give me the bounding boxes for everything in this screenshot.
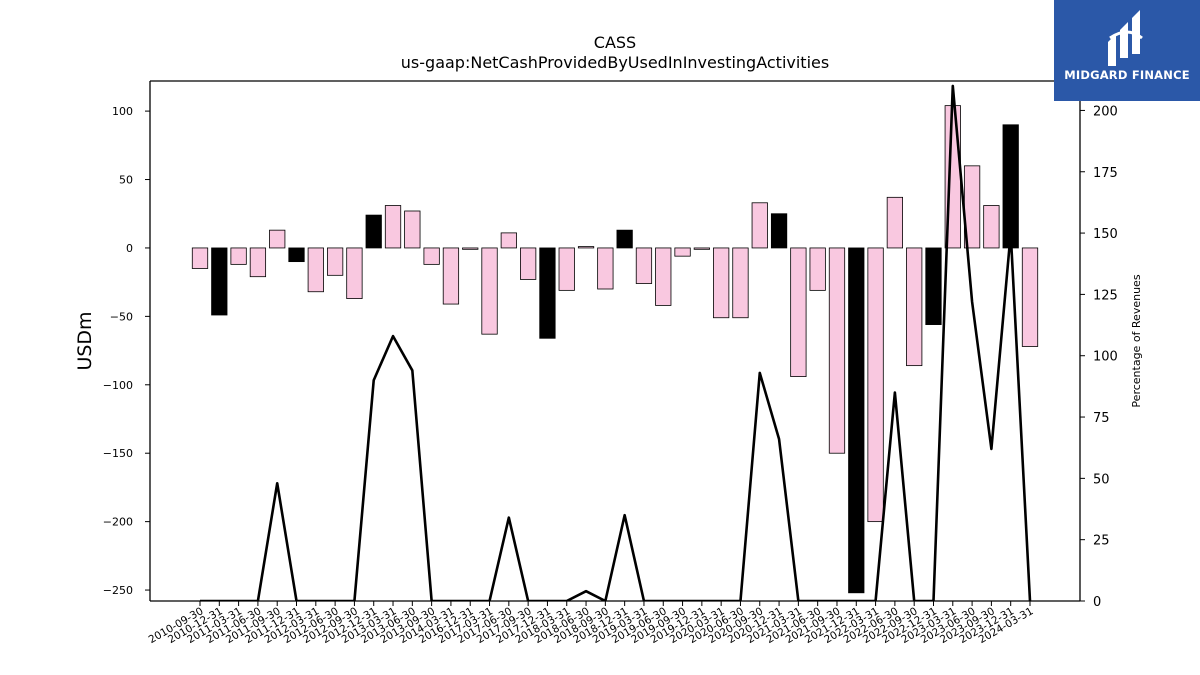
bar-2010-09-30: [191, 247, 209, 269]
bar-2018-03-31: [558, 247, 575, 291]
bar-2019-09-30: [674, 247, 691, 257]
bar-2021-09-30: [828, 247, 846, 454]
bar-2024-03-31: [1021, 247, 1039, 347]
left-tick-label: 0: [126, 242, 133, 255]
bar-2011-09-30: [269, 229, 286, 249]
chart-title: CASS: [594, 33, 636, 52]
bar-2023-09-30: [983, 205, 1000, 249]
right-tick-label: 125: [1093, 288, 1118, 303]
bar-2014-03-31: [442, 247, 460, 305]
brand-logo: MIDGARD FINANCE: [1054, 0, 1200, 101]
bar-2019-06-30: [655, 247, 672, 306]
bar-2011-12-31: [288, 247, 305, 263]
right-tick-label: 25: [1093, 534, 1110, 549]
bar-2021-06-30: [809, 247, 826, 291]
bar-2017-03-31: [481, 247, 498, 335]
axes: [149, 80, 1081, 602]
bar-2021-12-31: [848, 247, 865, 594]
right-y-axis-ticks: 200 175 150 125 100 75 50 25 0: [1080, 104, 1118, 610]
bar-2019-12-31: [693, 247, 710, 250]
bar-2012-12-31: [365, 214, 382, 249]
bar-2011-03-31: [230, 247, 247, 265]
right-tick-label: 100: [1093, 350, 1118, 365]
bar-2013-06-30: [404, 210, 421, 249]
bar-2018-06-30: [577, 246, 595, 249]
bar-series: [191, 105, 1039, 594]
left-tick-label: 100: [112, 105, 133, 118]
percentage-of-revenues-line: [200, 84, 1032, 601]
midgard-logo-icon: [1108, 10, 1143, 66]
bar-2019-03-31: [635, 247, 653, 284]
left-tick-label: −250: [103, 584, 133, 597]
chart-subtitle: us-gaap:NetCashProvidedByUsedInInvesting…: [401, 53, 829, 72]
bar-2017-06-30: [500, 232, 517, 249]
bar-2017-12-31: [539, 247, 556, 339]
bar-2020-06-30: [732, 247, 749, 319]
line-series: [200, 84, 1032, 601]
right-tick-label: 175: [1093, 166, 1118, 181]
bar-2023-12-31: [1002, 124, 1019, 249]
bar-2022-09-30: [906, 247, 923, 367]
left-tick-label: −200: [103, 516, 133, 529]
bar-2020-09-30: [751, 202, 768, 249]
bar-2012-03-31: [307, 247, 324, 293]
x-axis-ticks: 2010-09-302010-12-312011-03-312011-06-30…: [147, 601, 1036, 646]
bar-2013-03-31: [384, 205, 402, 249]
left-tick-label: −100: [103, 379, 133, 392]
bar-2022-03-31: [867, 247, 884, 523]
left-y-axis-ticks: 100 50 0 −50 −100 −150 −200 −250: [103, 105, 150, 597]
right-tick-label: 200: [1093, 104, 1118, 119]
bar-2022-06-30: [886, 196, 903, 249]
left-y-axis-label: USDm: [74, 311, 96, 370]
bar-2016-12-31: [462, 247, 479, 250]
bar-2018-12-31: [616, 229, 633, 249]
bar-2011-06-30: [249, 247, 267, 278]
bar-2017-09-30: [520, 247, 537, 280]
left-tick-label: −50: [110, 310, 133, 323]
right-tick-label: 150: [1093, 227, 1118, 242]
right-tick-label: 50: [1093, 472, 1110, 487]
bar-2012-06-30: [326, 247, 344, 276]
bar-2022-12-31: [925, 247, 942, 325]
right-tick-label: 75: [1093, 411, 1110, 426]
bar-2013-09-30: [423, 247, 440, 265]
left-tick-label: −150: [103, 447, 133, 460]
logo-text: MIDGARD FINANCE: [1064, 68, 1190, 82]
bar-2020-03-31: [713, 247, 730, 319]
bar-2018-09-30: [597, 247, 614, 290]
bar-2012-09-30: [346, 247, 363, 299]
bar-2010-12-31: [211, 247, 228, 316]
right-tick-label: 0: [1093, 595, 1101, 610]
right-y-axis-label: Percentage of Revenues: [1130, 274, 1143, 407]
left-tick-label: 50: [119, 174, 133, 187]
bar-2021-03-31: [790, 247, 807, 377]
bar-2020-12-31: [770, 213, 788, 249]
